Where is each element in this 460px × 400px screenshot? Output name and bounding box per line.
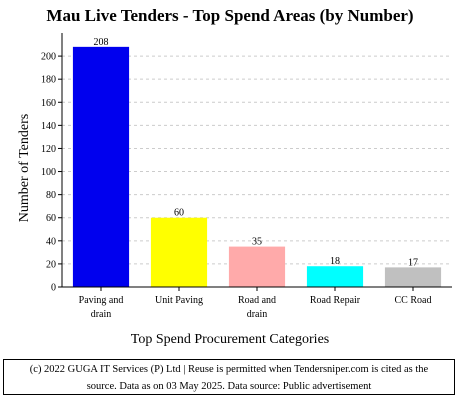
y-axis-title: Number of Tenders xyxy=(17,114,32,222)
footer-line-1: (c) 2022 GUGA IT Services (P) Ltd | Reus… xyxy=(29,364,429,375)
bar-value-label: 17 xyxy=(408,257,418,268)
bar xyxy=(228,246,286,287)
grid-lines xyxy=(62,55,452,265)
bar-value-label: 208 xyxy=(94,37,109,48)
y-tick-label: 80 xyxy=(46,190,56,201)
bar xyxy=(72,46,130,287)
footer-note: (c) 2022 GUGA IT Services (P) Ltd | Reus… xyxy=(3,359,455,395)
bar xyxy=(384,267,442,287)
y-tick-label: 180 xyxy=(41,75,56,86)
bar-value-label: 35 xyxy=(252,237,262,248)
x-tick-label: CC Road xyxy=(395,295,432,306)
y-tick-label: 100 xyxy=(41,167,56,178)
y-tick-label: 20 xyxy=(46,259,56,270)
x-tick-label: Unit Paving xyxy=(155,295,203,306)
x-axis-title: Top Spend Procurement Categories xyxy=(130,332,330,347)
y-tick-label: 200 xyxy=(41,52,56,63)
bar-value-label: 60 xyxy=(174,208,184,219)
labels: 0 20 40 60 80 100 120 140 160 180 200 208 Paving and… xyxy=(41,37,431,320)
x-tick-label: Road and drain xyxy=(238,295,276,320)
y-tick-label: 40 xyxy=(46,236,56,247)
chart-title: Mau Live Tenders - Top Spend Areas (by N… xyxy=(46,6,414,25)
y-tick-label: 120 xyxy=(41,144,56,155)
bar xyxy=(306,266,364,287)
axes xyxy=(58,33,452,291)
footer-line-2: source. Data as on 03 May 2025. Data sou… xyxy=(86,381,372,392)
bar-value-label: 18 xyxy=(330,256,340,267)
y-tick-label: 140 xyxy=(41,121,56,132)
y-tick-label: 160 xyxy=(41,98,56,109)
x-tick-label: Paving and drain xyxy=(79,295,124,320)
y-tick-label: 60 xyxy=(46,213,56,224)
x-tick-label: Road Repair xyxy=(310,295,361,306)
bar xyxy=(150,217,208,287)
y-tick-label: 0 xyxy=(51,283,56,294)
bars xyxy=(72,46,442,287)
